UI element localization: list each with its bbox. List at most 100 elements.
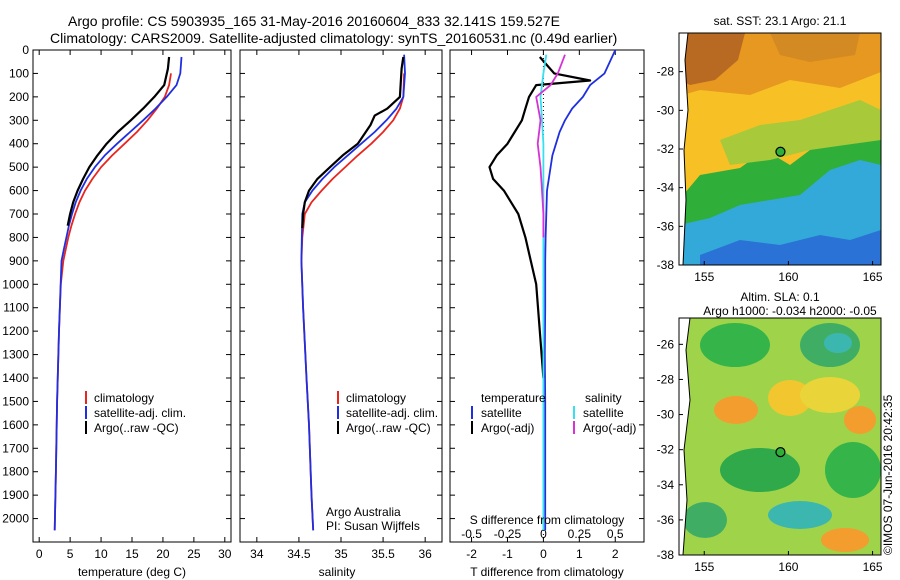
salinity-panel: 34 34.5 35 35.5 36 salinity climatology sate… [239, 49, 443, 579]
map-y-tick-label: -30 [657, 408, 675, 422]
temperature-legend: climatology satellite-adj. clim. Argo(..… [85, 391, 186, 435]
map-y-tick-label: -28 [657, 372, 675, 386]
s-tick-label: -0.25 [494, 527, 522, 541]
x-tick-label: 35.5 [371, 547, 395, 561]
y-tick-label: 400 [9, 137, 29, 151]
map-y-tick-label: -34 [657, 478, 675, 492]
legend-label: satellite-adj. clim. [346, 406, 438, 420]
series-line [301, 56, 405, 229]
sla-map-title: Altim. SLA: 0.1 [740, 290, 820, 304]
temperature-ticks: 0 5 10 15 20 25 30 [36, 50, 232, 561]
x-tick-label: 36 [418, 547, 432, 561]
legend-label: Argo(..raw -QC) [346, 421, 431, 435]
map-x-tick-label: 160 [778, 560, 798, 574]
argo-location-marker [775, 447, 786, 458]
x-tick-label: -2 [466, 547, 477, 561]
x-tick-label: 25 [187, 547, 201, 561]
difference-axes-frame [449, 49, 645, 543]
map-y-tick-label: -34 [657, 181, 675, 195]
depth-ticks: 0 100 200 300 400 500 600 700 800 900 1000 1100 1200… [2, 43, 644, 526]
x-tick-label: 35 [334, 547, 348, 561]
argo-location-marker [775, 146, 786, 157]
y-tick-label: 900 [9, 254, 29, 268]
s-tick-label: -0.5 [461, 527, 482, 541]
map-x-tick-label: 160 [778, 270, 798, 284]
temperature-axes-frame [32, 49, 232, 543]
y-tick-label: 2000 [2, 512, 29, 526]
figure-subtitle: Climatology: CARS2009. Satellite-adjuste… [50, 30, 617, 46]
figure-title: Argo profile: CS 5903935_165 31-May-2016… [68, 13, 560, 29]
series-line [300, 73, 405, 531]
x-tick-label: 5 [67, 547, 74, 561]
credit: ©IMOS 07-Jun-2016 20:42:35 [881, 394, 895, 555]
sla-map-ticks: 155 160 165 -26 -28 -30 -32 -34 -36 -38 [657, 337, 883, 574]
y-tick-label: 700 [9, 207, 29, 221]
salinity-xlabel: salinity [319, 565, 356, 579]
t-difference-ticks: -2 -1 0 1 2 [466, 50, 619, 561]
y-tick-label: 1900 [2, 488, 29, 502]
map-y-tick-label: -28 [657, 65, 675, 79]
y-tick-label: 1100 [3, 301, 29, 315]
sst-map-title: sat. SST: 23.1 Argo: 21.1 [714, 14, 847, 28]
y-tick-label: 1500 [2, 394, 29, 408]
salinity-lines [300, 54, 406, 531]
map-x-tick-label: 155 [694, 560, 714, 574]
y-tick-label: 200 [9, 90, 29, 104]
x-tick-label: 34 [250, 547, 264, 561]
y-tick-label: 1300 [2, 348, 29, 362]
series-line [543, 49, 617, 531]
map-y-tick-label: -36 [657, 219, 675, 233]
legend-label: Argo(-adj) [481, 421, 534, 435]
series-line [66, 56, 171, 226]
legend-label: climatology [94, 391, 154, 405]
map-x-tick-label: 155 [694, 270, 714, 284]
annotation-pi: PI: Susan Wijffels [326, 519, 420, 533]
sst-map: sat. SST: 23.1 Argo: 21.1 155 160 165 -28 -3… [657, 14, 883, 284]
salinity-axes-frame [239, 49, 443, 543]
map-x-tick-label: 165 [863, 270, 883, 284]
map-y-tick-label: -38 [657, 258, 675, 272]
y-tick-label: 1600 [2, 418, 29, 432]
y-tick-label: 800 [9, 230, 29, 244]
salinity-ticks: 34 34.5 35 35.5 36 [250, 50, 432, 561]
s-tick-label: 0.5 [607, 527, 624, 541]
series-line [300, 54, 406, 531]
series-line [53, 73, 172, 531]
legend-header-temperature: temperature [481, 391, 546, 405]
legend-label: satellite [583, 406, 624, 420]
annotation-argo-australia: Argo Australia [326, 505, 401, 519]
s-difference-xlabel: S difference from climatology [470, 513, 625, 527]
s-tick-label: 0.25 [568, 527, 592, 541]
map-y-tick-label: -26 [657, 337, 675, 351]
legend-label: climatology [346, 391, 406, 405]
map-y-tick-label: -38 [657, 548, 675, 562]
x-tick-label: -1 [502, 547, 513, 561]
legend-label: satellite [481, 406, 522, 420]
temperature-xlabel: temperature (deg C) [78, 565, 186, 579]
x-tick-label: 0 [540, 547, 547, 561]
x-tick-label: 15 [125, 547, 139, 561]
y-tick-label: 1200 [2, 324, 29, 338]
s-difference-ticks: -0.5 -0.25 0 0.25 0.5 [461, 527, 624, 541]
y-tick-label: 300 [9, 113, 29, 127]
y-tick-label: 500 [9, 160, 29, 174]
y-tick-label: 0 [22, 43, 29, 57]
map-y-tick-label: -30 [657, 103, 675, 117]
series-line [535, 54, 566, 238]
legend-header-salinity: salinity [585, 391, 622, 405]
y-tick-label: 1000 [2, 277, 29, 291]
t-difference-xlabel: T difference from climatology [470, 565, 624, 579]
map-y-tick-label: -32 [657, 443, 675, 457]
temperature-panel: 0100200300400500600700800900100011001200… [2, 43, 644, 579]
y-tick-label: 1700 [2, 441, 29, 455]
difference-legend: temperature salinity satellite Argo(-adj… [471, 391, 636, 435]
x-tick-label: 30 [218, 547, 232, 561]
x-tick-label: 34.5 [287, 547, 311, 561]
y-tick-label: 100 [9, 66, 29, 80]
map-y-tick-label: -36 [657, 513, 675, 527]
legend-label: Argo(-adj) [583, 421, 636, 435]
x-tick-label: 10 [94, 547, 108, 561]
legend-label: satellite-adj. clim. [94, 406, 186, 420]
y-tick-label: 600 [9, 184, 29, 198]
